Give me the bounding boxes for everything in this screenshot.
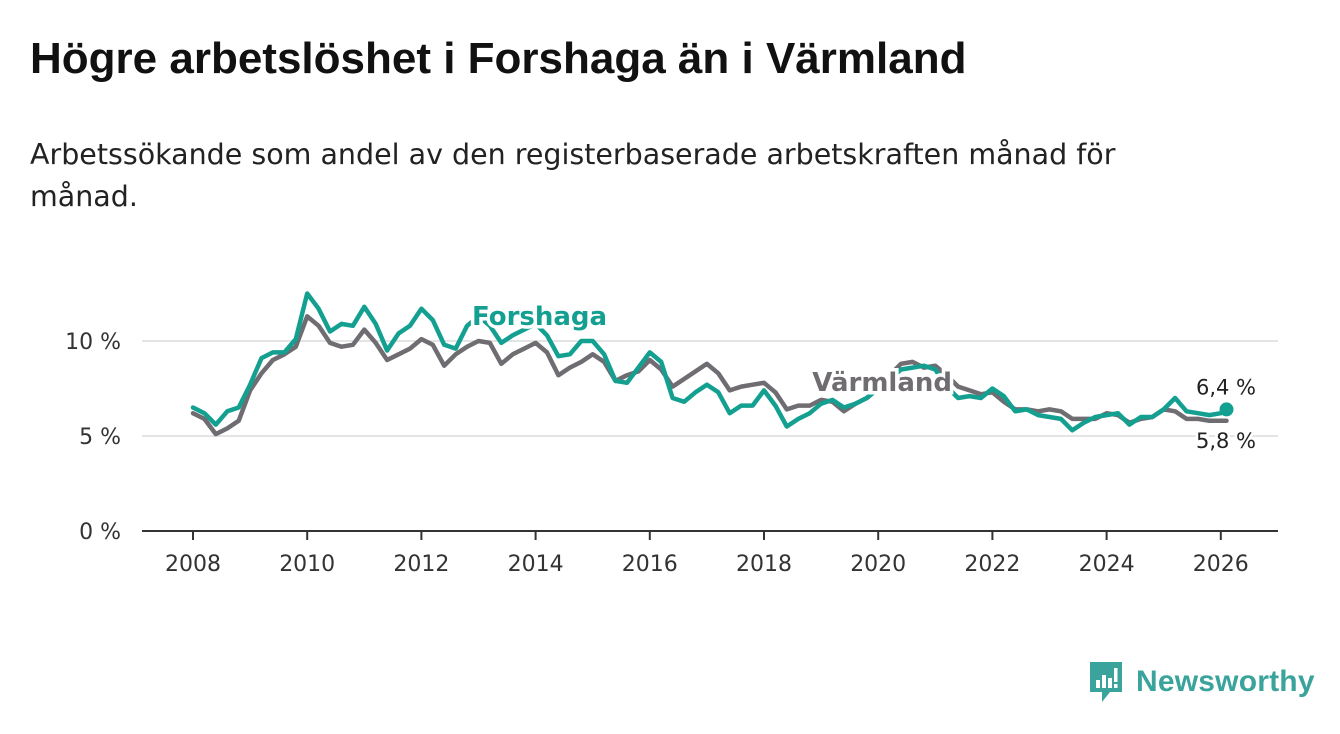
y-axis: 0 % 5 % 10 % bbox=[65, 330, 121, 545]
series-line-forshaga bbox=[190, 291, 1229, 433]
x-tick-label: 2020 bbox=[850, 552, 906, 577]
x-tick-label: 2022 bbox=[964, 552, 1020, 577]
series-labels: Värmland Forshaga 5,8 % 6,4 % bbox=[469, 299, 1259, 456]
end-value-label: 5,8 % bbox=[1196, 429, 1256, 453]
series-label-forshaga: Forshaga bbox=[472, 302, 607, 332]
x-tick-label: 2024 bbox=[1079, 552, 1135, 577]
x-axis: 2008 2010 2012 2014 2016 2018 2020 2022 2024 2026 bbox=[142, 530, 1278, 577]
series-lines bbox=[190, 291, 1229, 437]
x-tick-label: 2012 bbox=[393, 552, 449, 577]
x-tick-label: 2026 bbox=[1193, 552, 1249, 577]
x-tick-label: 2016 bbox=[622, 552, 678, 577]
x-tick-label: 2008 bbox=[165, 552, 221, 577]
end-point-forshaga bbox=[1219, 402, 1234, 417]
x-tick-label: 2010 bbox=[279, 552, 335, 577]
y-tick-label: 0 % bbox=[79, 520, 121, 545]
y-tick-label: 5 % bbox=[79, 425, 121, 450]
chart-title: Högre arbetslöshet i Forshaga än i Värml… bbox=[30, 34, 967, 83]
newsworthy-logo-icon bbox=[1090, 662, 1122, 702]
end-value-label: 6,4 % bbox=[1196, 375, 1256, 399]
brand-name: Newsworthy bbox=[1136, 665, 1315, 698]
y-tick-label: 10 % bbox=[65, 330, 121, 355]
chart-subtitle: Arbetssökande som andel av den registerb… bbox=[30, 138, 1116, 213]
newsworthy-brand[interactable]: Newsworthy bbox=[1088, 660, 1315, 704]
x-tick-label: 2018 bbox=[736, 552, 792, 577]
series-label-varmland: Värmland bbox=[812, 368, 952, 398]
x-tick-label: 2014 bbox=[508, 552, 564, 577]
series-line-varmland bbox=[190, 314, 1229, 437]
